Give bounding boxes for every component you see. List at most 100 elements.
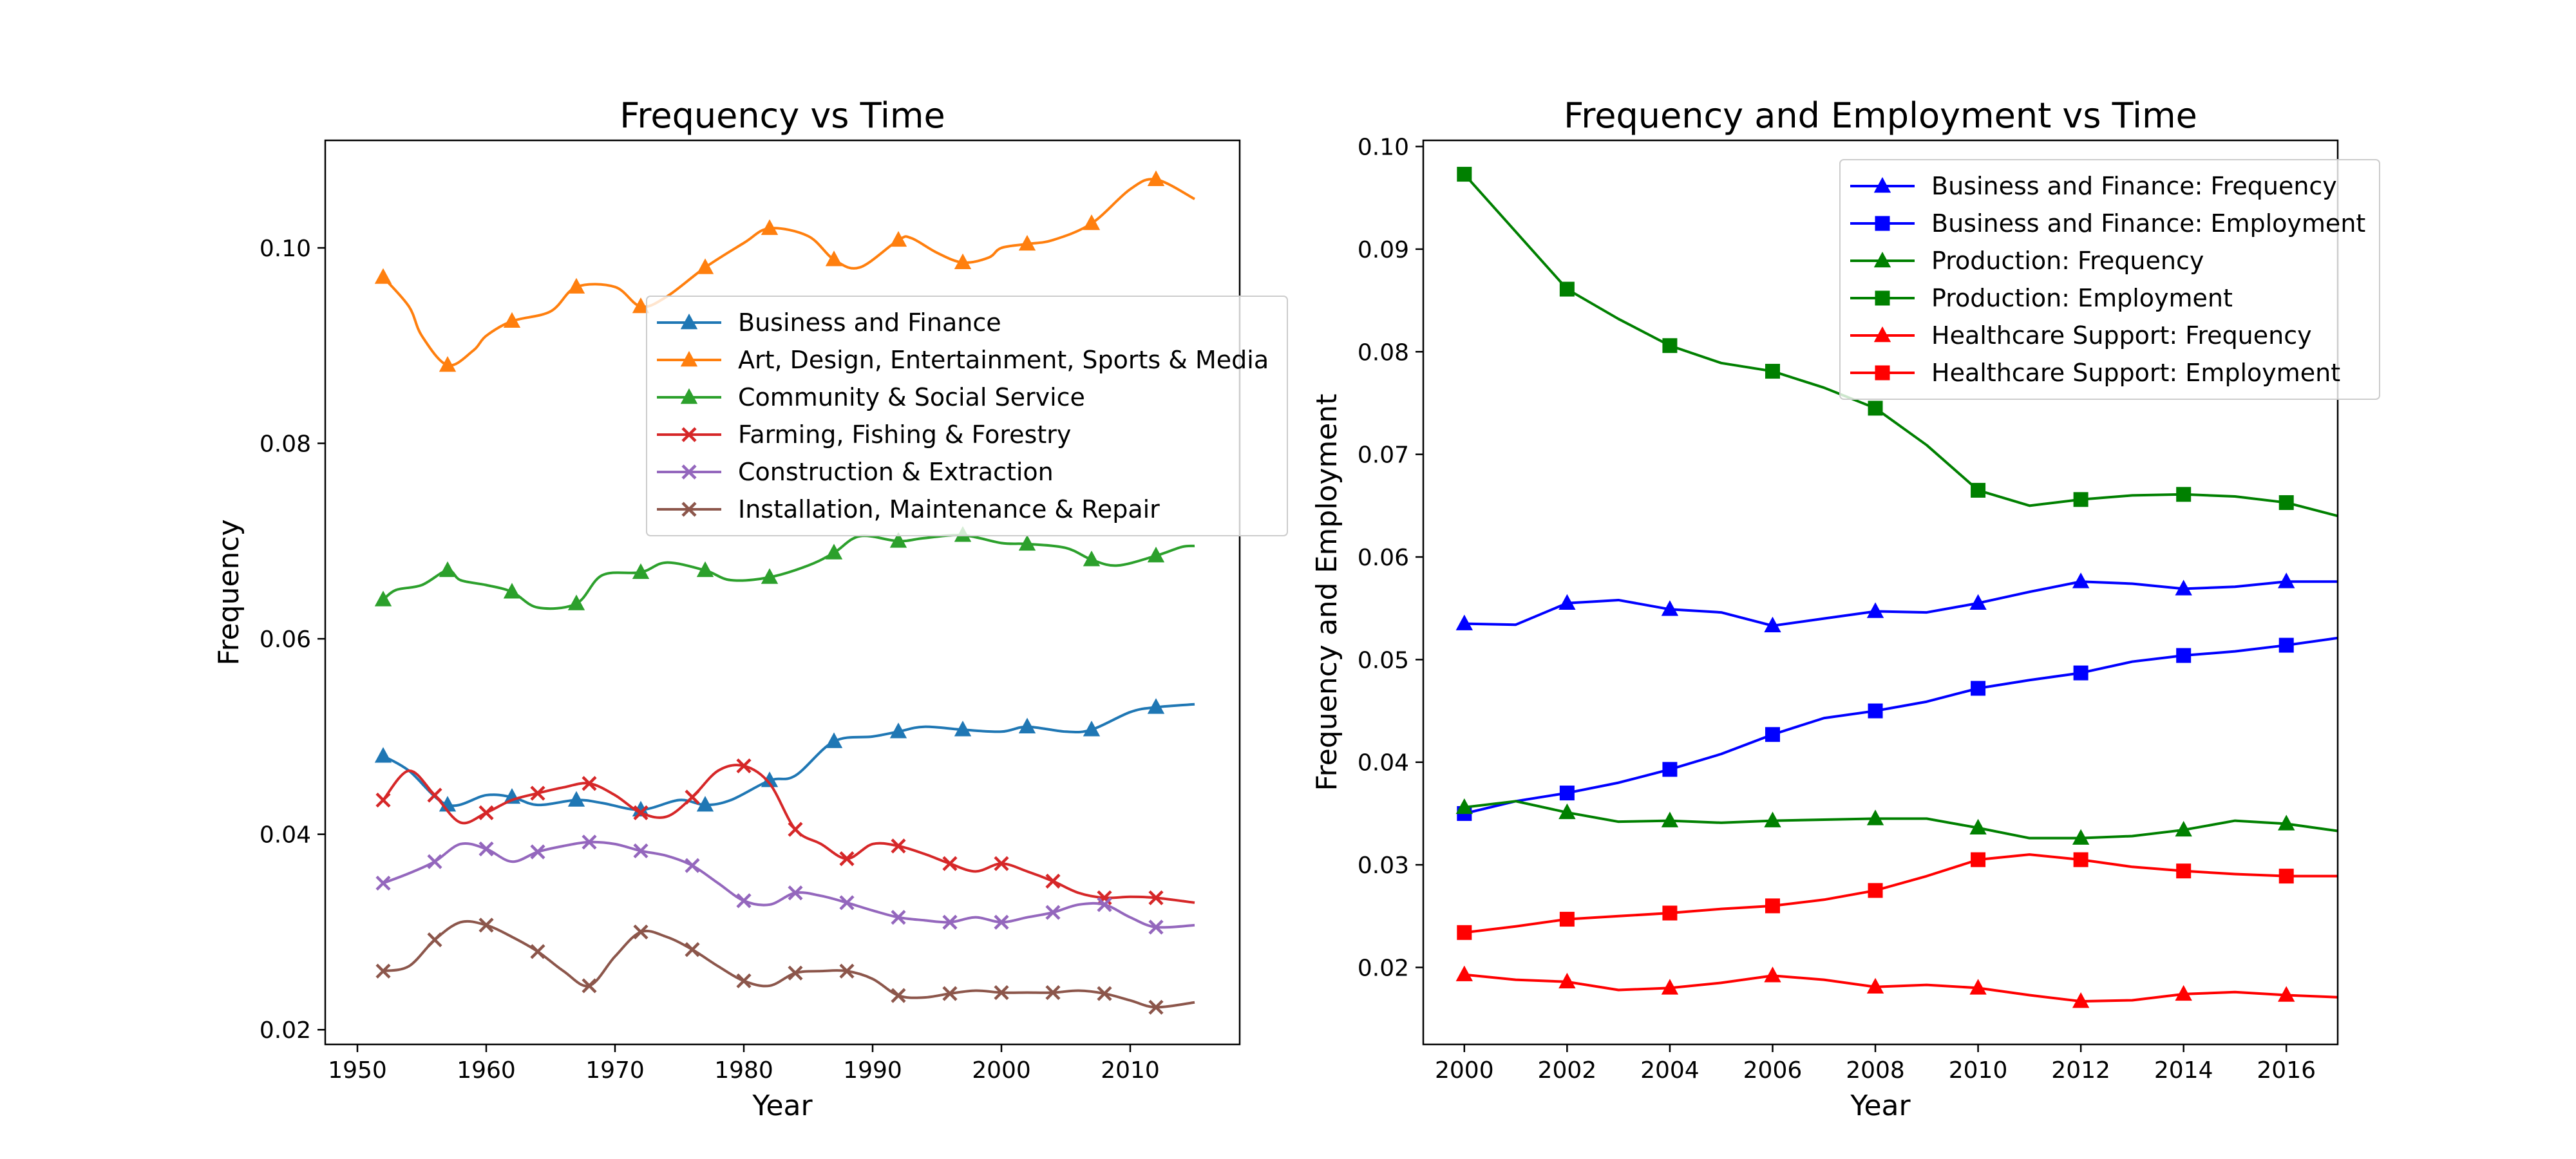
marker-x (681, 427, 697, 442)
marker-triangle (954, 253, 972, 269)
marker-square (1875, 216, 1890, 231)
x-tick-label: 1980 (714, 1057, 773, 1084)
marker-triangle (1764, 811, 1781, 827)
marker-x (582, 978, 597, 994)
y-tick-label: 0.04 (260, 822, 311, 849)
legend-label: Farming, Fishing & Forestry (738, 420, 1071, 449)
legend-label: Construction & Extraction (738, 458, 1054, 486)
marker-triangle (1873, 326, 1891, 343)
marker-triangle (374, 590, 392, 607)
legend-item-farming-fishing-forestry: Farming, Fishing & Forestry (657, 420, 1071, 449)
marker-triangle (680, 350, 698, 367)
marker-triangle (680, 313, 698, 330)
marker-triangle (761, 568, 779, 584)
y-tick-label: 0.05 (1358, 647, 1409, 674)
marker-triangle (2175, 580, 2192, 596)
marker-x (685, 858, 700, 873)
marker-x (681, 502, 697, 517)
marker-x (1148, 999, 1164, 1015)
marker-x (1097, 986, 1112, 1001)
legend-label: Art, Design, Entertainment, Sports & Med… (738, 346, 1269, 374)
marker-triangle (889, 231, 907, 247)
marker-x (427, 854, 442, 869)
legend-label: Business and Finance: Employment (1931, 209, 2365, 238)
marker-triangle (889, 722, 907, 739)
y-tick-label: 0.06 (260, 627, 311, 653)
marker-triangle (2278, 572, 2295, 589)
x-tick-label: 2006 (1743, 1057, 1803, 1084)
x-tick-label: 2004 (1640, 1057, 1700, 1084)
legend-label: Healthcare Support: Employment (1931, 359, 2340, 387)
marker-x (375, 792, 391, 808)
marker-square (2278, 869, 2294, 884)
marker-triangle (1558, 594, 1576, 610)
marker-x (788, 822, 803, 837)
marker-triangle (1866, 602, 1884, 618)
marker-triangle (1018, 234, 1036, 251)
marker-triangle (1764, 616, 1781, 633)
marker-triangle (680, 388, 698, 404)
legend-label: Business and Finance: Frequency (1931, 172, 2337, 200)
marker-triangle (1969, 818, 1987, 834)
legend-item-business-and-finance-frequency: Business and Finance: Frequency (1850, 172, 2337, 200)
marker-triangle (1661, 811, 1679, 827)
marker-x (891, 838, 906, 854)
marker-x (736, 758, 752, 774)
marker-square (2176, 487, 2192, 502)
marker-triangle (1661, 600, 1679, 616)
series-line (1463, 173, 2338, 518)
marker-triangle (2072, 572, 2090, 589)
marker-square (1868, 883, 1883, 898)
y-tick-label: 0.08 (260, 431, 311, 458)
marker-x (582, 834, 597, 850)
chart-title: Frequency and Employment vs Time (1564, 95, 2197, 136)
marker-triangle (2072, 829, 2090, 845)
y-tick-label: 0.07 (1358, 442, 1409, 469)
y-axis: 0.02 0.03 0.04 0.05 0.06 0.07 0.08 0.09 0.10 (1358, 135, 1423, 981)
series-business-and-finance (374, 698, 1195, 816)
series-healthcare-support-employment (1457, 852, 2338, 940)
marker-square (1559, 912, 1575, 927)
marker-triangle (503, 312, 521, 328)
marker-square (2176, 648, 2192, 663)
marker-square (1662, 762, 1678, 777)
marker-square (1971, 482, 1986, 498)
marker-triangle (2175, 820, 2192, 837)
y-tick-label: 0.10 (260, 236, 311, 262)
marker-x (1045, 873, 1061, 889)
y-tick-label: 0.08 (1358, 339, 1409, 366)
marker-x (942, 986, 958, 1001)
marker-triangle (761, 219, 779, 235)
x-tick-label: 2010 (1101, 1057, 1160, 1084)
marker-triangle (632, 297, 650, 314)
legend-label: Installation, Maintenance & Repair (738, 495, 1160, 523)
x-tick-label: 1990 (843, 1057, 902, 1084)
marker-square (1765, 898, 1780, 914)
marker-triangle (2175, 985, 2192, 1001)
marker-x (839, 851, 855, 867)
marker-triangle (1083, 551, 1101, 567)
series-line (1464, 636, 2338, 815)
marker-square (2073, 665, 2088, 681)
marker-x (633, 805, 649, 820)
legend-item-community-social-service: Community & Social Service (657, 383, 1085, 411)
marker-square (1662, 905, 1678, 921)
marker-x (530, 786, 545, 801)
chart-title: Frequency vs Time (620, 95, 945, 136)
marker-x (994, 856, 1009, 871)
y-axis: 0.02 0.04 0.06 0.08 0.10 (260, 236, 325, 1044)
y-tick-label: 0.09 (1358, 237, 1409, 263)
marker-square (1875, 290, 1890, 306)
series-line (383, 840, 1195, 929)
axes-frame (324, 139, 1241, 1046)
marker-triangle (696, 796, 714, 812)
series-production-employment (1457, 167, 2338, 518)
marker-x (736, 893, 752, 909)
marker-triangle (2072, 992, 2090, 1008)
marker-square (1971, 681, 1986, 696)
marker-x (685, 942, 700, 957)
marker-triangle (374, 747, 392, 763)
x-tick-label: 2012 (2051, 1057, 2110, 1084)
marker-x (530, 944, 545, 959)
